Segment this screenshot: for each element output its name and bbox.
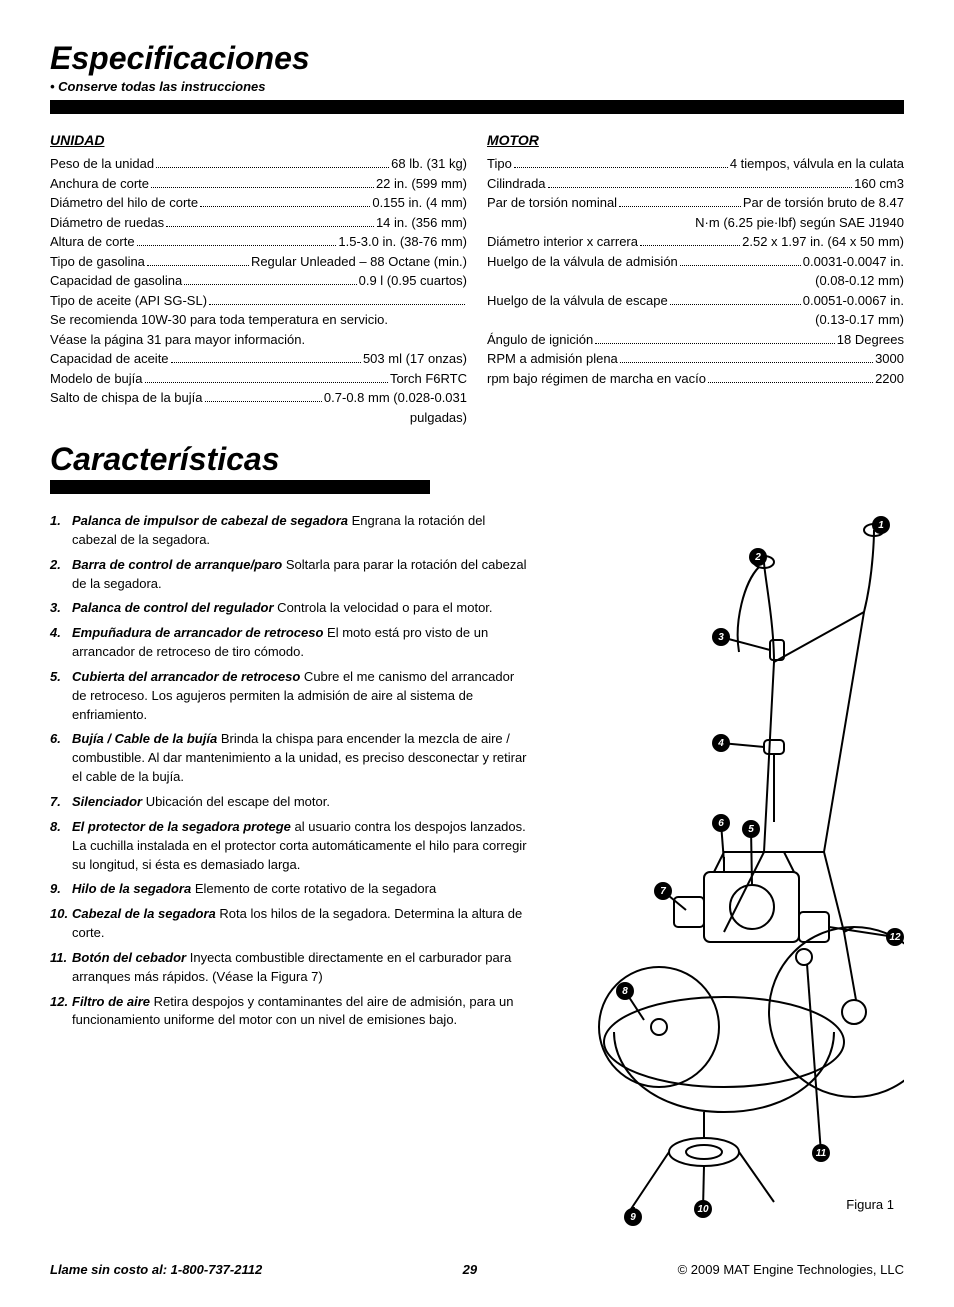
- feature-item: 6.Bujía / Cable de la bujía Brinda la ch…: [50, 730, 530, 787]
- features-list: 1.Palanca de impulsor de cabezal de sega…: [50, 512, 530, 1232]
- feature-item: 8.El protector de la segadora protege al…: [50, 818, 530, 875]
- spec-line: Tipo de gasolinaRegular Unleaded – 88 Oc…: [50, 252, 467, 272]
- spec-line: Capacidad de aceite503 ml (17 onzas): [50, 349, 467, 369]
- page-footer: Llame sin costo al: 1-800-737-2112 29 © …: [50, 1262, 904, 1277]
- spec-line: Huelgo de la válvula de admisión0.0031-0…: [487, 252, 904, 272]
- callout-3: 3: [712, 628, 730, 646]
- feature-item: 2.Barra de control de arranque/paro Solt…: [50, 556, 530, 594]
- spec-line: Par de torsión nominalPar de torsión bru…: [487, 193, 904, 213]
- unidad-tail: pulgadas): [50, 408, 467, 428]
- spec-line: Capacidad de gasolina0.9 l (0.95 cuartos…: [50, 271, 467, 291]
- callout-10: 10: [694, 1200, 712, 1218]
- spec-line: rpm bajo régimen de marcha en vacío2200: [487, 369, 904, 389]
- mower-illustration: [574, 512, 904, 1232]
- spec-columns: UNIDAD Peso de la unidad68 lb. (31 kg)An…: [50, 132, 904, 427]
- callout-7: 7: [654, 882, 672, 900]
- page-number: 29: [463, 1262, 477, 1277]
- callout-12: 12: [886, 928, 904, 946]
- callout-1: 1: [872, 516, 890, 534]
- motor-col: MOTOR Tipo4 tiempos, válvula en la culat…: [487, 132, 904, 427]
- motor-sub: N·m (6.25 pie·lbf) según SAE J1940: [487, 213, 904, 233]
- callout-6: 6: [712, 814, 730, 832]
- spec-line: Modelo de bujíaTorch F6RTC: [50, 369, 467, 389]
- footer-phone: Llame sin costo al: 1-800-737-2112: [50, 1262, 262, 1277]
- divider-bar-short: [50, 480, 430, 494]
- footer-copyright: © 2009 MAT Engine Technologies, LLC: [678, 1262, 904, 1277]
- unidad-note: Véase la página 31 para mayor informació…: [50, 330, 467, 350]
- spec-line: Tipo4 tiempos, válvula en la culata: [487, 154, 904, 174]
- figure-1: 123456789101112 Figura 1: [574, 512, 904, 1232]
- divider-bar: [50, 100, 904, 114]
- spec-line: Diámetro de ruedas14 in. (356 mm): [50, 213, 467, 233]
- spec-line: Altura de corte1.5-3.0 in. (38-76 mm): [50, 232, 467, 252]
- callout-2: 2: [749, 548, 767, 566]
- spec-line: Cilindrada160 cm3: [487, 174, 904, 194]
- feature-item: 3.Palanca de control del regulador Contr…: [50, 599, 530, 618]
- spec-subtitle: • Conserve todas las instrucciones: [50, 79, 904, 94]
- feature-item: 1.Palanca de impulsor de cabezal de sega…: [50, 512, 530, 550]
- features-wrap: 1.Palanca de impulsor de cabezal de sega…: [50, 512, 904, 1232]
- spec-line: Ángulo de ignición18 Degrees: [487, 330, 904, 350]
- spec-line: Tipo de aceite (API SG-SL): [50, 291, 467, 311]
- unidad-note: Se recomienda 10W-30 para toda temperatu…: [50, 310, 467, 330]
- motor-sub: (0.08-0.12 mm): [487, 271, 904, 291]
- callout-9: 9: [624, 1208, 642, 1226]
- figure-area: 123456789101112 Figura 1: [550, 512, 904, 1232]
- unidad-header: UNIDAD: [50, 132, 467, 148]
- figure-caption: Figura 1: [846, 1197, 894, 1212]
- spec-line: Peso de la unidad68 lb. (31 kg): [50, 154, 467, 174]
- motor-sub: (0.13-0.17 mm): [487, 310, 904, 330]
- feature-item: 7.Silenciador Ubicación del escape del m…: [50, 793, 530, 812]
- callout-4: 4: [712, 734, 730, 752]
- unidad-col: UNIDAD Peso de la unidad68 lb. (31 kg)An…: [50, 132, 467, 427]
- feature-item: 5.Cubierta del arrancador de retroceso C…: [50, 668, 530, 725]
- callout-11: 11: [812, 1144, 830, 1162]
- features-title: Características: [50, 441, 904, 478]
- callout-8: 8: [616, 982, 634, 1000]
- feature-item: 10.Cabezal de la segadora Rota los hilos…: [50, 905, 530, 943]
- spec-line: Huelgo de la válvula de escape0.0051-0.0…: [487, 291, 904, 311]
- feature-item: 9.Hilo de la segadora Elemento de corte …: [50, 880, 530, 899]
- spec-line: Diámetro interior x carrera2.52 x 1.97 i…: [487, 232, 904, 252]
- feature-item: 11.Botón del cebador Inyecta combustible…: [50, 949, 530, 987]
- spec-title: Especificaciones: [50, 40, 904, 77]
- spec-line: Anchura de corte22 in. (599 mm): [50, 174, 467, 194]
- spec-line: RPM a admisión plena3000: [487, 349, 904, 369]
- feature-item: 12.Filtro de aire Retira despojos y cont…: [50, 993, 530, 1031]
- spec-line: Diámetro del hilo de corte0.155 in. (4 m…: [50, 193, 467, 213]
- feature-item: 4.Empuñadura de arrancador de retroceso …: [50, 624, 530, 662]
- motor-header: MOTOR: [487, 132, 904, 148]
- callout-5: 5: [742, 820, 760, 838]
- spec-line: Salto de chispa de la bujía0.7-0.8 mm (0…: [50, 388, 467, 408]
